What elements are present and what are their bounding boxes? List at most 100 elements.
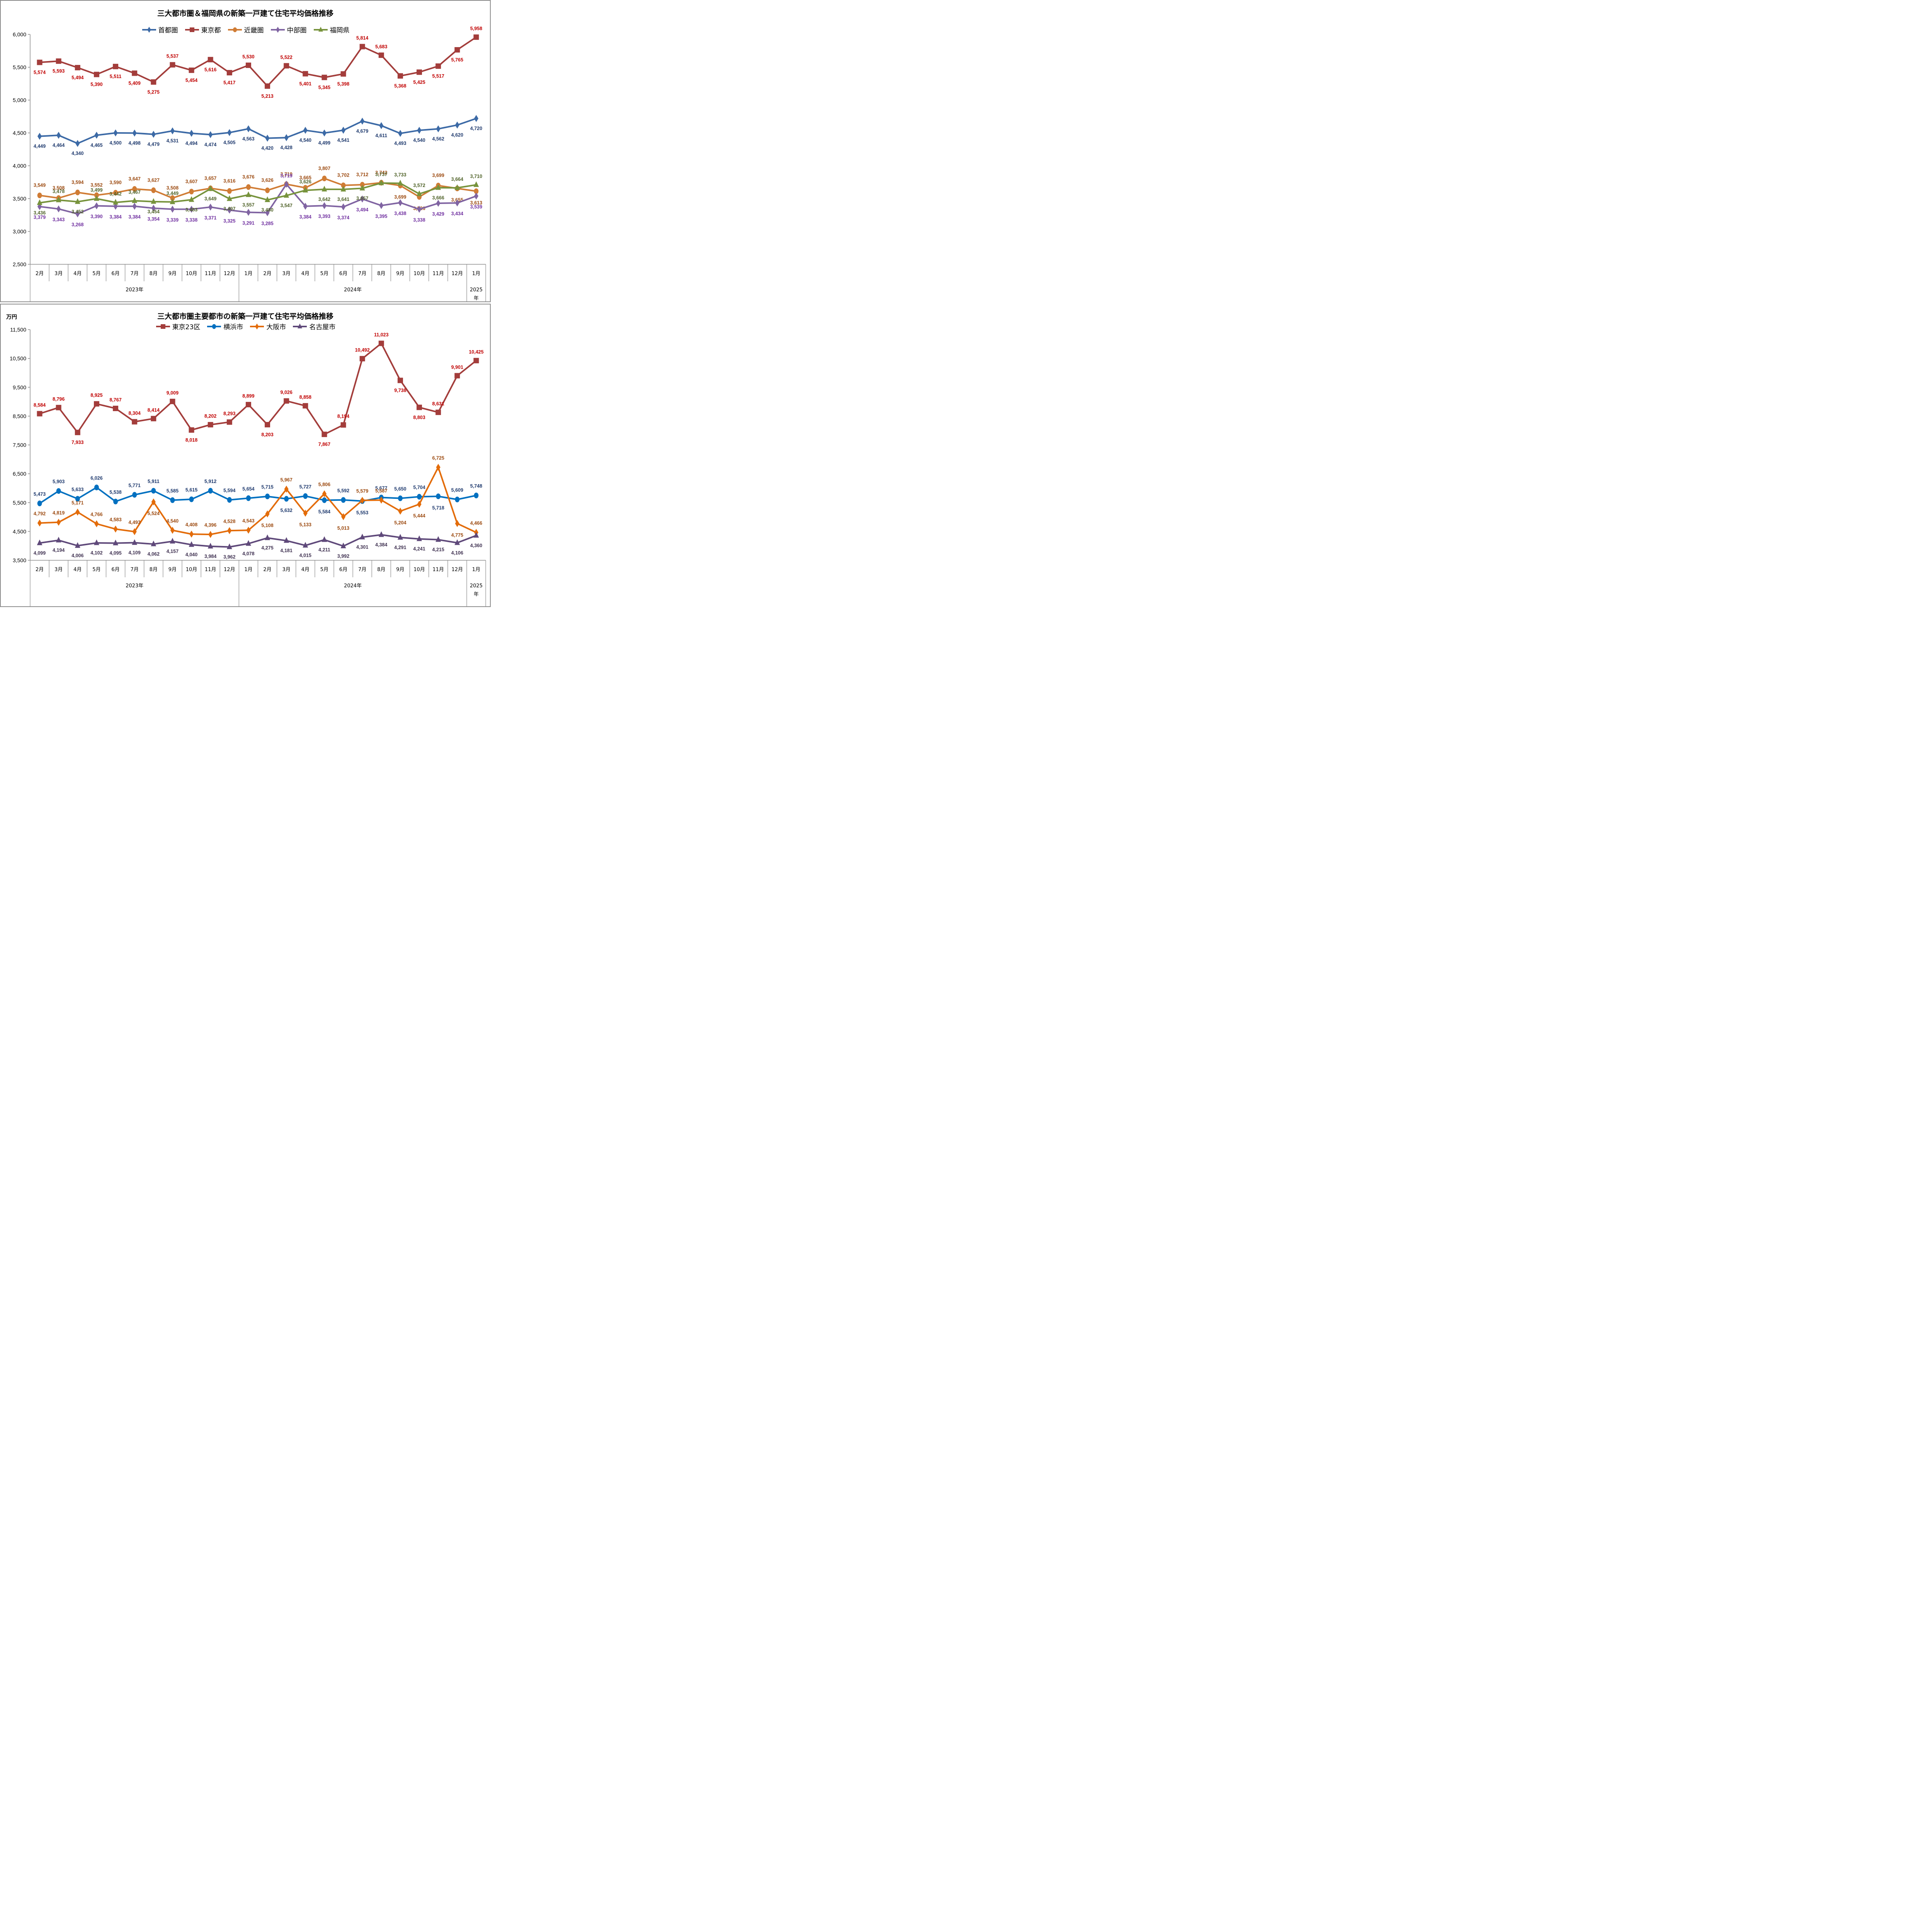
data-label: 5,683 — [375, 44, 387, 49]
data-point-marker — [170, 195, 175, 201]
data-label: 3,371 — [204, 215, 216, 221]
x-tick-label: 4月 — [301, 271, 310, 277]
data-point-marker — [284, 398, 289, 404]
data-label: 3,480 — [261, 207, 273, 213]
line-chart: 3,500 4,500 5,500 6,500 7,500 8,500 9,500 10,50… — [10, 327, 486, 606]
data-point-marker — [170, 398, 175, 404]
data-label: 5,345 — [318, 85, 330, 90]
data-point-marker — [378, 531, 384, 537]
chart-legend: 首都圏 東京都 近畿圏 中部圏 福岡県 — [1, 25, 490, 36]
x-tick-label: 6月 — [111, 271, 119, 277]
data-label: 3,590 — [109, 180, 121, 185]
year-group-label: 2025 — [470, 583, 483, 589]
data-label: 5,553 — [356, 510, 368, 515]
data-label: 5,584 — [318, 509, 330, 514]
series-line — [39, 177, 476, 199]
y-tick-label: 11,500 — [10, 327, 26, 333]
data-label: 3,699 — [394, 194, 406, 200]
data-label: 8,414 — [148, 407, 160, 413]
legend-marker-icon — [142, 26, 156, 33]
data-point-marker — [189, 427, 194, 433]
data-point-marker — [151, 416, 156, 422]
data-point-marker — [303, 127, 308, 134]
data-label: 4,102 — [90, 550, 102, 556]
data-label: 3,627 — [148, 177, 160, 183]
data-point-marker — [284, 63, 289, 69]
legend-label: 東京23区 — [172, 323, 201, 331]
data-point-marker — [37, 192, 42, 199]
data-label: 3,393 — [318, 214, 330, 219]
data-label: 5,765 — [451, 57, 463, 63]
data-label: 8,803 — [413, 415, 425, 420]
data-point-marker — [359, 185, 365, 190]
data-label: 4,078 — [242, 551, 254, 556]
data-point-marker — [265, 534, 270, 540]
y-tick-label: 6,000 — [13, 31, 26, 37]
data-point-marker — [245, 402, 251, 408]
data-label: 3,647 — [129, 176, 141, 182]
y-axis-unit-label: 万円 — [6, 314, 17, 320]
data-label: 3,641 — [337, 197, 349, 202]
series-大阪市: 4,792 4,819 5,171 4,766 4,583 4,493 5,524 4,540… — [34, 455, 482, 538]
data-point-marker — [37, 203, 42, 210]
x-tick-label: 11月 — [432, 271, 444, 277]
data-point-marker — [435, 536, 441, 542]
data-point-marker — [284, 180, 289, 188]
data-point-marker — [37, 411, 43, 417]
data-label: 8,796 — [53, 396, 65, 402]
data-point-marker — [189, 496, 194, 502]
data-label: 4,006 — [71, 553, 83, 558]
y-tick-label: 5,000 — [13, 97, 26, 103]
data-label: 3,291 — [242, 221, 254, 226]
series-line — [39, 36, 477, 87]
data-label: 5,727 — [299, 484, 311, 490]
data-point-marker — [207, 422, 213, 428]
data-label: 3,742 — [375, 170, 387, 175]
data-point-marker — [360, 497, 365, 504]
data-label: 5,593 — [53, 68, 65, 74]
data-point-marker — [359, 356, 365, 362]
data-label: 3,384 — [129, 214, 141, 220]
data-point-marker — [227, 497, 232, 503]
data-label: 8,304 — [129, 411, 141, 416]
data-point-marker — [245, 191, 251, 197]
data-point-marker — [56, 196, 61, 202]
data-label: 4,275 — [261, 545, 273, 551]
data-point-marker — [417, 127, 422, 134]
data-label: 5,522 — [281, 54, 293, 60]
data-point-marker — [56, 405, 61, 410]
series-line — [39, 182, 476, 204]
x-tick-label: 7月 — [358, 567, 366, 573]
data-label: 5,814 — [356, 36, 368, 41]
data-label: 5,524 — [148, 511, 160, 516]
data-label: 5,677 — [375, 486, 387, 491]
series-line — [39, 486, 476, 504]
data-label: 4,499 — [318, 140, 330, 146]
data-label: 8,631 — [432, 401, 444, 406]
data-label: 5,473 — [34, 492, 46, 497]
data-label: 9,026 — [281, 390, 293, 395]
data-label: 3,594 — [71, 180, 83, 185]
x-tick-label: 1月 — [472, 271, 480, 277]
legend-item: 横浜市 — [206, 321, 243, 331]
data-point-marker — [170, 497, 175, 503]
data-label: 3,649 — [204, 196, 216, 202]
data-label: 3,268 — [71, 222, 83, 227]
data-label: 8,202 — [204, 413, 216, 419]
data-point-marker — [75, 430, 80, 435]
data-label: 8,203 — [261, 432, 273, 437]
data-point-marker — [94, 485, 99, 490]
data-label: 4,540 — [167, 518, 179, 524]
y-tick-label: 2,500 — [13, 261, 26, 267]
data-point-marker — [417, 405, 422, 410]
data-point-marker — [132, 186, 137, 192]
y-tick-label: 9,500 — [13, 384, 26, 390]
data-point-marker — [303, 187, 308, 193]
x-tick-label: 9月 — [168, 567, 177, 573]
data-label: 5,275 — [148, 89, 160, 95]
data-label: 4,099 — [34, 550, 46, 556]
data-label: 4,157 — [167, 549, 179, 554]
x-tick-label: 3月 — [54, 567, 63, 573]
x-tick-label: 5月 — [92, 271, 100, 277]
line-chart: 2,500 3,000 3,500 4,000 4,500 5,000 5,500 6,000… — [13, 26, 486, 301]
